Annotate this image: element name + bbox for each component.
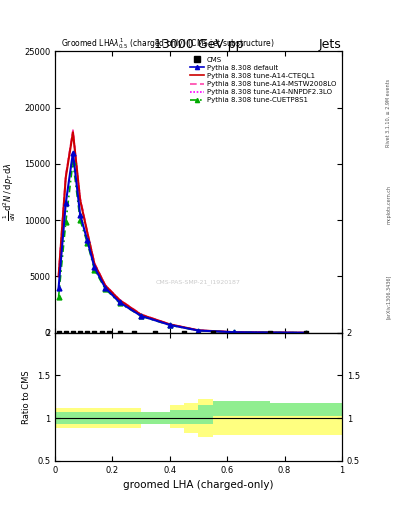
Pythia 8.308 tune-A14-MSTW2008LO <box>56 271 61 278</box>
Pythia 8.308 tune-CUETP8S1 <box>167 322 172 328</box>
Y-axis label: $\frac{1}{\mathrm{d}N}\,\mathrm{d}^2N\,/\,\mathrm{d}p_T\,\mathrm{d}\lambda$: $\frac{1}{\mathrm{d}N}\,\mathrm{d}^2N\,/… <box>2 162 18 222</box>
Pythia 8.308 tune-A14-CTEQL1 <box>304 330 309 336</box>
Pythia 8.308 tune-A14-CTEQL1 <box>103 283 108 289</box>
Pythia 8.308 tune-A14-NNPDF2.3LO <box>117 297 122 303</box>
Pythia 8.308 tune-A14-CTEQL1 <box>232 329 237 335</box>
Pythia 8.308 tune-A14-CTEQL1 <box>92 261 97 267</box>
Pythia 8.308 tune-A14-CTEQL1 <box>56 273 61 280</box>
Pythia 8.308 tune-A14-NNPDF2.3LO <box>304 330 309 336</box>
Pythia 8.308 default <box>56 285 61 291</box>
Pythia 8.308 tune-CUETP8S1 <box>56 294 61 300</box>
Text: mcplots.cern.ch: mcplots.cern.ch <box>386 185 391 224</box>
CMS <box>106 329 112 337</box>
Pythia 8.308 tune-A14-MSTW2008LO <box>304 330 309 336</box>
Pythia 8.308 tune-A14-NNPDF2.3LO <box>196 327 201 333</box>
Pythia 8.308 tune-A14-CTEQL1 <box>63 174 68 180</box>
Pythia 8.308 tune-A14-MSTW2008LO <box>78 195 83 201</box>
CMS <box>116 329 123 337</box>
Pythia 8.308 default <box>92 264 97 270</box>
Pythia 8.308 tune-A14-NNPDF2.3LO <box>232 329 237 335</box>
Pythia 8.308 tune-A14-CTEQL1 <box>117 297 122 303</box>
Pythia 8.308 tune-CUETP8S1 <box>71 159 75 165</box>
CMS <box>91 329 97 337</box>
Y-axis label: Ratio to CMS: Ratio to CMS <box>22 370 31 423</box>
Pythia 8.308 tune-A14-MSTW2008LO <box>196 327 201 333</box>
Pythia 8.308 tune-A14-MSTW2008LO <box>71 127 75 133</box>
CMS <box>84 329 90 337</box>
Line: Pythia 8.308 default: Pythia 8.308 default <box>56 150 309 335</box>
Pythia 8.308 default <box>71 150 75 156</box>
Text: [arXiv:1306.3436]: [arXiv:1306.3436] <box>386 275 391 319</box>
Pythia 8.308 default <box>63 200 68 206</box>
Legend: CMS, Pythia 8.308 default, Pythia 8.308 tune-A14-CTEQL1, Pythia 8.308 tune-A14-M: CMS, Pythia 8.308 default, Pythia 8.308 … <box>187 55 338 105</box>
Pythia 8.308 tune-CUETP8S1 <box>92 267 97 273</box>
Pythia 8.308 tune-A14-MSTW2008LO <box>85 228 90 234</box>
Pythia 8.308 default <box>139 313 143 319</box>
Pythia 8.308 default <box>167 322 172 328</box>
Pythia 8.308 tune-A14-MSTW2008LO <box>103 282 108 288</box>
Pythia 8.308 tune-CUETP8S1 <box>196 328 201 334</box>
Text: CMS-PAS-SMP-21_I1920187: CMS-PAS-SMP-21_I1920187 <box>156 279 241 285</box>
Pythia 8.308 default <box>232 329 237 335</box>
Pythia 8.308 tune-A14-MSTW2008LO <box>92 260 97 266</box>
CMS <box>131 329 137 337</box>
Line: Pythia 8.308 tune-A14-CTEQL1: Pythia 8.308 tune-A14-CTEQL1 <box>59 132 306 333</box>
CMS <box>62 329 69 337</box>
Pythia 8.308 tune-A14-MSTW2008LO <box>232 329 237 335</box>
Pythia 8.308 tune-CUETP8S1 <box>63 219 68 225</box>
Pythia 8.308 tune-CUETP8S1 <box>304 330 309 336</box>
Pythia 8.308 tune-CUETP8S1 <box>85 240 90 246</box>
Pythia 8.308 tune-A14-CTEQL1 <box>78 197 83 203</box>
CMS <box>99 329 105 337</box>
Pythia 8.308 tune-CUETP8S1 <box>139 313 143 319</box>
Pythia 8.308 tune-A14-MSTW2008LO <box>167 321 172 327</box>
Pythia 8.308 tune-A14-NNPDF2.3LO <box>103 282 108 288</box>
CMS <box>210 329 216 337</box>
Pythia 8.308 tune-A14-CTEQL1 <box>139 312 143 318</box>
Line: Pythia 8.308 tune-A14-NNPDF2.3LO: Pythia 8.308 tune-A14-NNPDF2.3LO <box>59 131 306 333</box>
Pythia 8.308 tune-CUETP8S1 <box>232 329 237 335</box>
Pythia 8.308 tune-CUETP8S1 <box>103 286 108 292</box>
Pythia 8.308 tune-A14-CTEQL1 <box>85 229 90 236</box>
Text: Jets: Jets <box>318 38 341 51</box>
Pythia 8.308 tune-A14-NNPDF2.3LO <box>85 229 90 235</box>
Pythia 8.308 tune-A14-NNPDF2.3LO <box>167 321 172 327</box>
Pythia 8.308 default <box>85 238 90 244</box>
Pythia 8.308 default <box>103 285 108 291</box>
CMS <box>55 329 62 337</box>
CMS <box>267 329 274 337</box>
Pythia 8.308 default <box>117 300 122 306</box>
CMS <box>70 329 76 337</box>
Pythia 8.308 tune-A14-MSTW2008LO <box>117 296 122 303</box>
CMS <box>77 329 83 337</box>
CMS <box>181 329 187 337</box>
Pythia 8.308 default <box>78 211 83 218</box>
Pythia 8.308 tune-A14-NNPDF2.3LO <box>71 128 75 134</box>
Pythia 8.308 tune-A14-NNPDF2.3LO <box>56 272 61 279</box>
Pythia 8.308 tune-A14-CTEQL1 <box>167 322 172 328</box>
Pythia 8.308 tune-A14-NNPDF2.3LO <box>92 261 97 267</box>
Text: Rivet 3.1.10, ≥ 2.9M events: Rivet 3.1.10, ≥ 2.9M events <box>386 78 391 147</box>
Pythia 8.308 tune-A14-MSTW2008LO <box>63 172 68 178</box>
CMS <box>152 329 159 337</box>
Text: Groomed LHA$\lambda^{1}_{0.5}$ (charged only) (CMS jet substructure): Groomed LHA$\lambda^{1}_{0.5}$ (charged … <box>61 36 275 51</box>
Pythia 8.308 tune-A14-CTEQL1 <box>196 327 201 333</box>
Pythia 8.308 tune-CUETP8S1 <box>78 217 83 223</box>
Pythia 8.308 tune-A14-NNPDF2.3LO <box>63 173 68 179</box>
X-axis label: groomed LHA (charged-only): groomed LHA (charged-only) <box>123 480 274 490</box>
Pythia 8.308 tune-A14-NNPDF2.3LO <box>78 196 83 202</box>
Pythia 8.308 tune-A14-CTEQL1 <box>71 129 75 135</box>
Pythia 8.308 default <box>196 328 201 334</box>
Pythia 8.308 tune-A14-MSTW2008LO <box>139 311 143 317</box>
Pythia 8.308 tune-A14-NNPDF2.3LO <box>139 311 143 317</box>
Pythia 8.308 tune-CUETP8S1 <box>117 300 122 306</box>
CMS <box>303 329 309 337</box>
Pythia 8.308 default <box>304 330 309 336</box>
Text: 13000 GeV pp: 13000 GeV pp <box>154 38 243 51</box>
Line: Pythia 8.308 tune-A14-MSTW2008LO: Pythia 8.308 tune-A14-MSTW2008LO <box>59 130 306 333</box>
Line: Pythia 8.308 tune-CUETP8S1: Pythia 8.308 tune-CUETP8S1 <box>56 159 309 335</box>
